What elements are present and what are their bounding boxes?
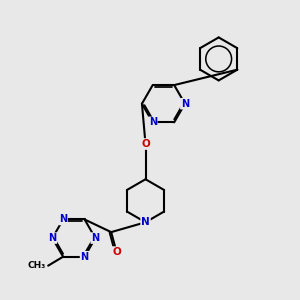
Text: N: N	[80, 252, 89, 262]
Text: N: N	[181, 99, 189, 109]
Text: N: N	[141, 217, 150, 227]
Text: CH₃: CH₃	[28, 261, 46, 270]
Text: N: N	[48, 233, 56, 243]
Text: N: N	[59, 214, 67, 224]
Text: O: O	[112, 247, 121, 257]
Text: O: O	[141, 139, 150, 149]
Text: N: N	[148, 117, 157, 127]
Text: N: N	[91, 233, 99, 243]
